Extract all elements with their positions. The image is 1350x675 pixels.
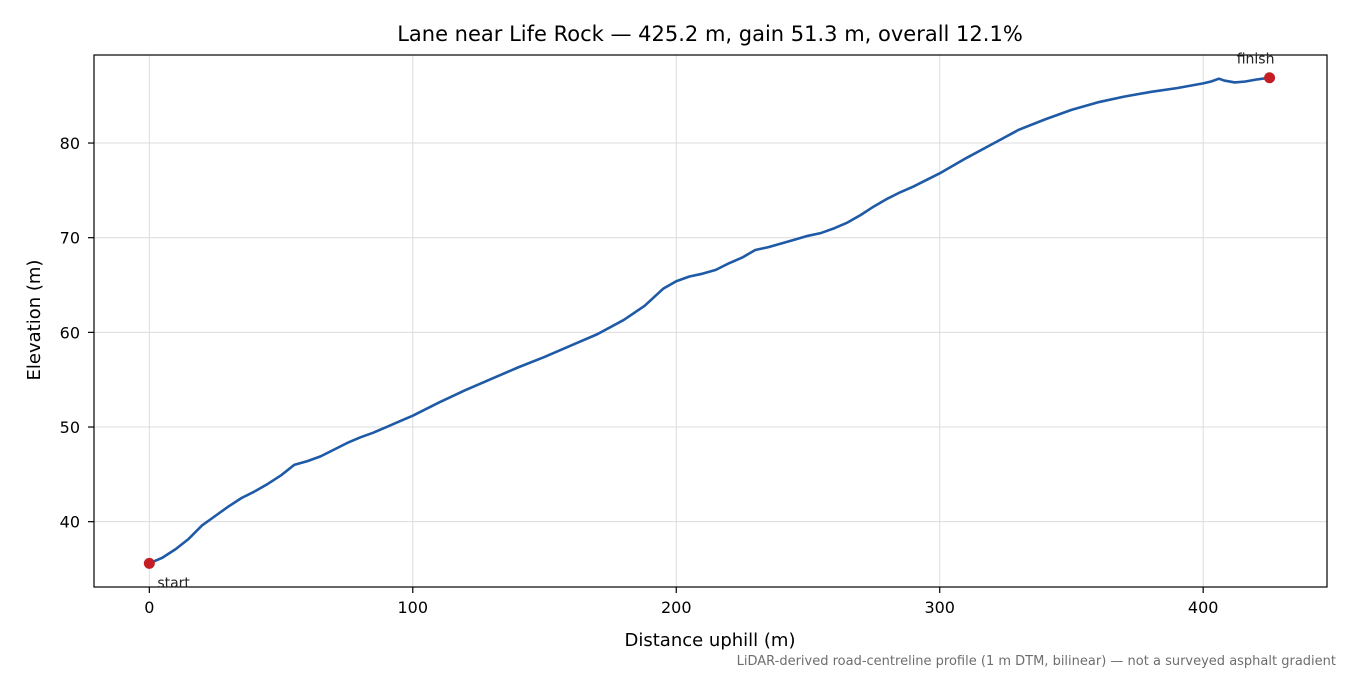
chart-title: Lane near Life Rock — 425.2 m, gain 51.3…	[397, 22, 1023, 46]
y-axis-ticks: 40 50 60 70 80	[60, 134, 94, 532]
start-label: start	[157, 575, 190, 591]
y-tick-label: 70	[60, 229, 80, 248]
start-marker	[143, 557, 155, 569]
y-tick-label: 80	[60, 134, 80, 153]
x-axis-label: Distance uphill (m)	[625, 630, 796, 651]
x-tick-label: 400	[1188, 598, 1219, 617]
plot-area-frame	[93, 54, 1328, 588]
y-tick-label: 40	[60, 513, 80, 532]
y-tick-label: 50	[60, 418, 80, 437]
finish-marker	[1264, 72, 1276, 84]
y-tick-label: 60	[60, 323, 80, 342]
x-tick-label: 300	[924, 598, 955, 617]
x-tick-label: 0	[144, 598, 154, 617]
grid-lines	[94, 55, 1327, 587]
chart-footnote: LiDAR-derived road-centreline profile (1…	[737, 654, 1336, 669]
x-tick-label: 200	[661, 598, 692, 617]
x-tick-label: 100	[398, 598, 429, 617]
endpoint-markers: start finish	[143, 52, 1276, 591]
x-axis-ticks: 0 100 200 300 400	[144, 587, 1218, 617]
finish-label: finish	[1237, 52, 1275, 68]
elevation-series-line	[148, 76, 1270, 565]
y-axis-label: Elevation (m)	[24, 260, 45, 381]
